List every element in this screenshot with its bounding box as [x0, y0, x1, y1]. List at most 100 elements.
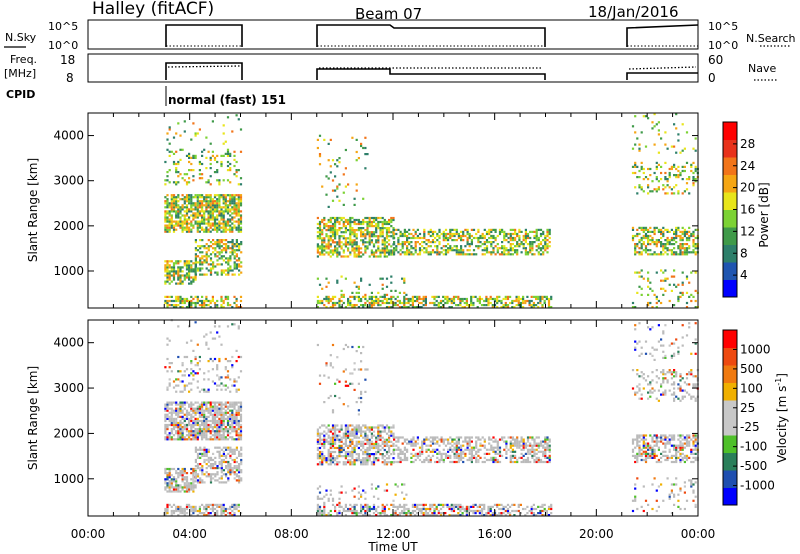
heatmap-cell — [172, 386, 176, 389]
heatmap-cell — [179, 212, 182, 215]
heatmap-cell — [447, 232, 450, 236]
heatmap-cell — [172, 426, 176, 429]
heatmap-cell — [457, 442, 460, 445]
heatmap-cell — [168, 142, 171, 145]
heatmap-cell — [692, 251, 695, 254]
heatmap-cell — [466, 436, 469, 439]
heatmap-cell — [216, 409, 219, 412]
heatmap-cell — [444, 239, 448, 242]
heatmap-cell — [539, 234, 543, 238]
heatmap-cell — [183, 278, 186, 281]
heatmap-cell — [164, 230, 167, 233]
heatmap-cell — [472, 304, 475, 307]
heatmap-cell — [205, 333, 208, 336]
heatmap-cell — [220, 436, 223, 439]
heatmap-cell — [201, 436, 204, 439]
heatmap-cell — [331, 249, 335, 252]
heatmap-cell — [177, 224, 180, 227]
heatmap-cell — [546, 247, 549, 250]
heatmap-cell — [240, 454, 243, 457]
heatmap-cell — [455, 249, 458, 252]
heatmap-cell — [220, 154, 223, 157]
heatmap-cell — [185, 266, 189, 269]
heatmap-cell — [479, 444, 482, 447]
heatmap-cell — [468, 440, 471, 443]
heatmap-cell — [421, 440, 424, 443]
heatmap-cell — [177, 262, 180, 265]
heatmap-cell — [353, 243, 356, 246]
heatmap-cell — [668, 241, 671, 244]
heatmap-cell — [222, 196, 225, 199]
heatmap-cell — [231, 509, 234, 513]
heatmap-cell — [329, 463, 332, 466]
heatmap-cell — [224, 196, 227, 199]
heatmap-cell — [209, 214, 212, 217]
heatmap-cell — [347, 255, 350, 258]
heatmap-cell — [231, 405, 234, 408]
heatmap-cell — [164, 210, 167, 213]
heatmap-cell — [220, 388, 223, 391]
heatmap-cell — [233, 295, 236, 298]
heatmap-cell — [694, 247, 697, 250]
heatmap-cell — [438, 251, 441, 254]
heatmap-cell — [318, 229, 322, 232]
heatmap-cell — [209, 208, 212, 211]
heatmap-cell — [323, 424, 326, 427]
heatmap-cell — [370, 436, 373, 439]
heatmap-cell — [213, 405, 217, 408]
heatmap-cell — [683, 230, 686, 233]
heatmap-cell — [240, 479, 243, 482]
heatmap-cell — [355, 430, 358, 433]
heatmap-cell — [237, 327, 240, 330]
heatmap-cell — [349, 241, 352, 244]
heatmap-cell — [477, 239, 480, 242]
heatmap-cell — [679, 243, 682, 246]
heatmap-cell — [190, 438, 193, 441]
heatmap-cell — [201, 407, 204, 410]
heatmap-cell — [235, 456, 238, 459]
heatmap-cell — [385, 251, 389, 254]
heatmap-cell — [316, 453, 319, 456]
heatmap-cell — [399, 232, 402, 236]
heatmap-cell — [233, 503, 236, 506]
heatmap-cell — [194, 202, 197, 205]
heatmap-cell — [183, 370, 186, 373]
heatmap-cell — [524, 299, 527, 303]
heatmap-cell — [220, 454, 223, 457]
heatmap-cell — [390, 295, 393, 298]
heatmap-cell — [370, 231, 373, 234]
heatmap-cell — [642, 249, 645, 252]
heatmap-cell — [438, 234, 441, 238]
heatmap-cell — [377, 225, 380, 228]
heatmap-cell — [218, 384, 221, 387]
heatmap-cell — [179, 278, 182, 281]
heatmap-cell — [233, 208, 236, 211]
heatmap-cell — [190, 204, 193, 207]
heatmap-cell — [205, 409, 208, 412]
heatmap-cell — [205, 401, 208, 404]
heatmap-cell — [436, 448, 439, 451]
heatmap-cell — [209, 426, 212, 429]
heatmap-cell — [418, 454, 422, 457]
heatmap-cell — [196, 448, 200, 451]
heatmap-cell — [203, 507, 206, 511]
heatmap-cell — [381, 442, 384, 445]
heatmap-cell — [481, 253, 484, 256]
heatmap-cell — [321, 218, 324, 222]
heatmap-cell — [388, 440, 391, 443]
heatmap-cell — [190, 419, 193, 423]
heatmap-cell — [390, 220, 393, 224]
heatmap-cell — [175, 401, 178, 404]
heatmap-cell — [211, 415, 214, 418]
heatmap-cell — [235, 220, 238, 223]
heatmap-cell — [226, 415, 230, 418]
heatmap-cell — [194, 407, 197, 410]
heatmap-cell — [530, 299, 533, 303]
heatmap-cell — [364, 295, 367, 298]
heatmap-cell — [239, 295, 243, 298]
heatmap-cell — [514, 230, 517, 233]
heatmap-cell — [183, 509, 186, 513]
heatmap-cell — [494, 245, 497, 248]
heatmap-cell — [451, 444, 454, 447]
heatmap-cell — [168, 415, 171, 418]
